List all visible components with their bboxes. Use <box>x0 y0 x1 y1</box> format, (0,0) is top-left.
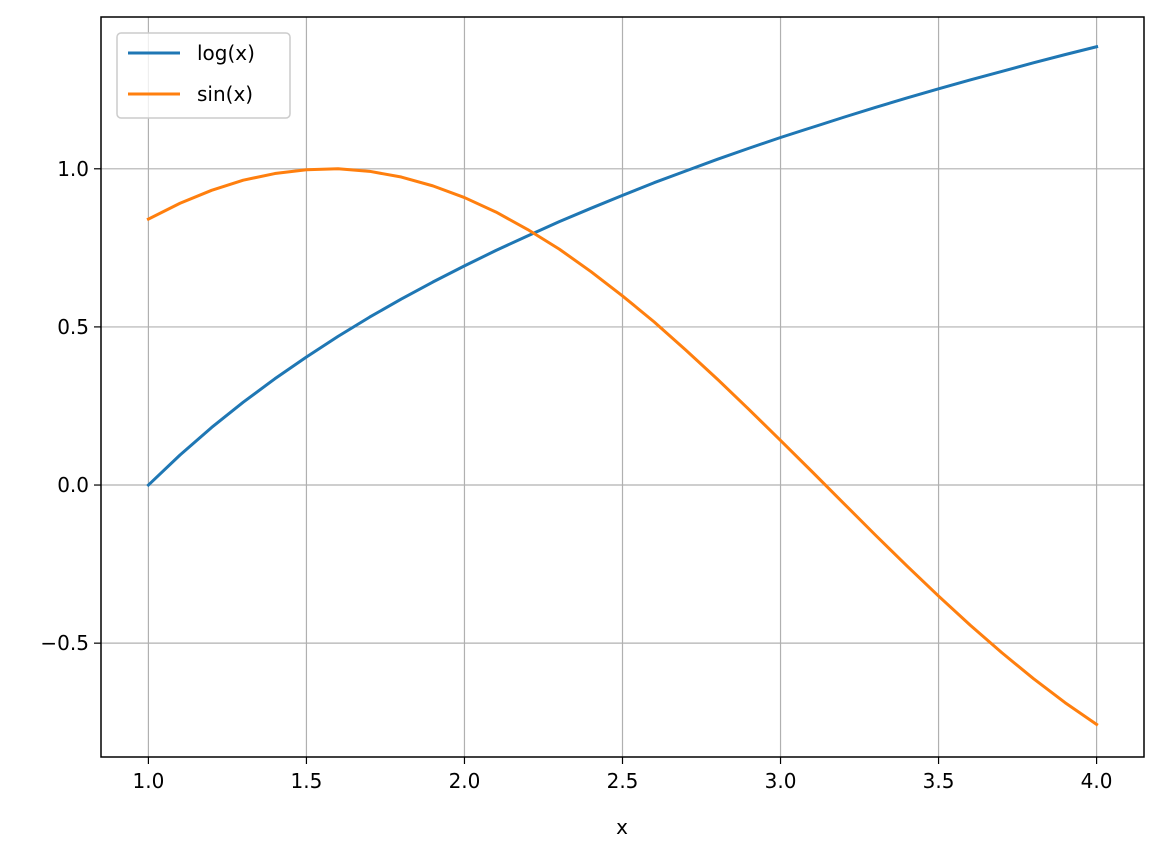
x-axis-label: x <box>616 815 628 839</box>
x-tick-label: 2.5 <box>607 769 639 793</box>
series-lines <box>146 44 1099 727</box>
grid <box>101 17 1144 757</box>
x-tick-label: 3.0 <box>765 769 797 793</box>
x-tick-label: 3.5 <box>923 769 955 793</box>
x-tick-label: 4.0 <box>1081 769 1113 793</box>
legend-label-log: log(x) <box>197 41 255 65</box>
series-line-sin <box>146 167 1099 727</box>
x-tick-label: 1.0 <box>133 769 165 793</box>
x-tick-label: 2.0 <box>449 769 481 793</box>
y-tick-label: 0.5 <box>57 315 89 339</box>
series-line-log <box>146 44 1099 488</box>
x-tick-label: 1.5 <box>291 769 323 793</box>
y-tick-label: 0.0 <box>57 473 89 497</box>
y-tick-label: −0.5 <box>40 631 89 655</box>
y-tick-label: 1.0 <box>57 157 89 181</box>
legend: log(x) sin(x) <box>116 32 291 119</box>
legend-label-sin: sin(x) <box>197 82 253 106</box>
ticks: 1.0 1.5 2.0 2.5 3.0 3.5 4.0 −0.5 0.0 0.5 1.0 <box>40 157 1112 793</box>
